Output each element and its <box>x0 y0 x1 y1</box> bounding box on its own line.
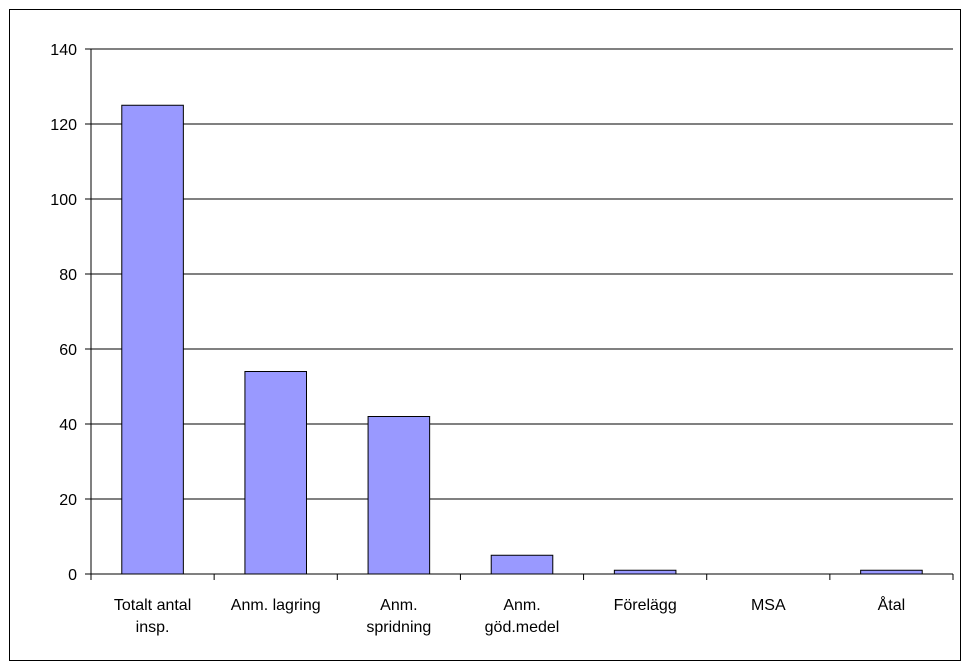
x-tick-label: Anm. spridning <box>366 597 431 636</box>
x-tick-label: MSA <box>751 597 786 614</box>
y-tick-label: 100 <box>50 192 77 209</box>
y-tick-label: 0 <box>68 567 77 584</box>
y-tick-label: 120 <box>50 117 77 134</box>
y-tick-label: 140 <box>50 42 77 59</box>
x-tick-label: Totalt antal insp. <box>114 597 191 636</box>
x-tick-label: Anm. göd.medel <box>485 597 560 636</box>
bar <box>244 371 308 575</box>
x-tick-label: Anm. lagring <box>231 597 321 614</box>
y-tick-label: 80 <box>59 267 77 284</box>
y-tick-label: 40 <box>59 417 77 434</box>
bar <box>121 104 184 575</box>
bar <box>860 569 923 575</box>
x-tick-label: Åtal <box>878 595 906 614</box>
bar <box>367 416 431 575</box>
y-tick-label: 20 <box>59 492 77 509</box>
bar <box>613 569 677 575</box>
y-tick-label: 60 <box>59 342 77 359</box>
x-tick-label: Förelägg <box>614 597 677 614</box>
bar <box>490 554 554 575</box>
